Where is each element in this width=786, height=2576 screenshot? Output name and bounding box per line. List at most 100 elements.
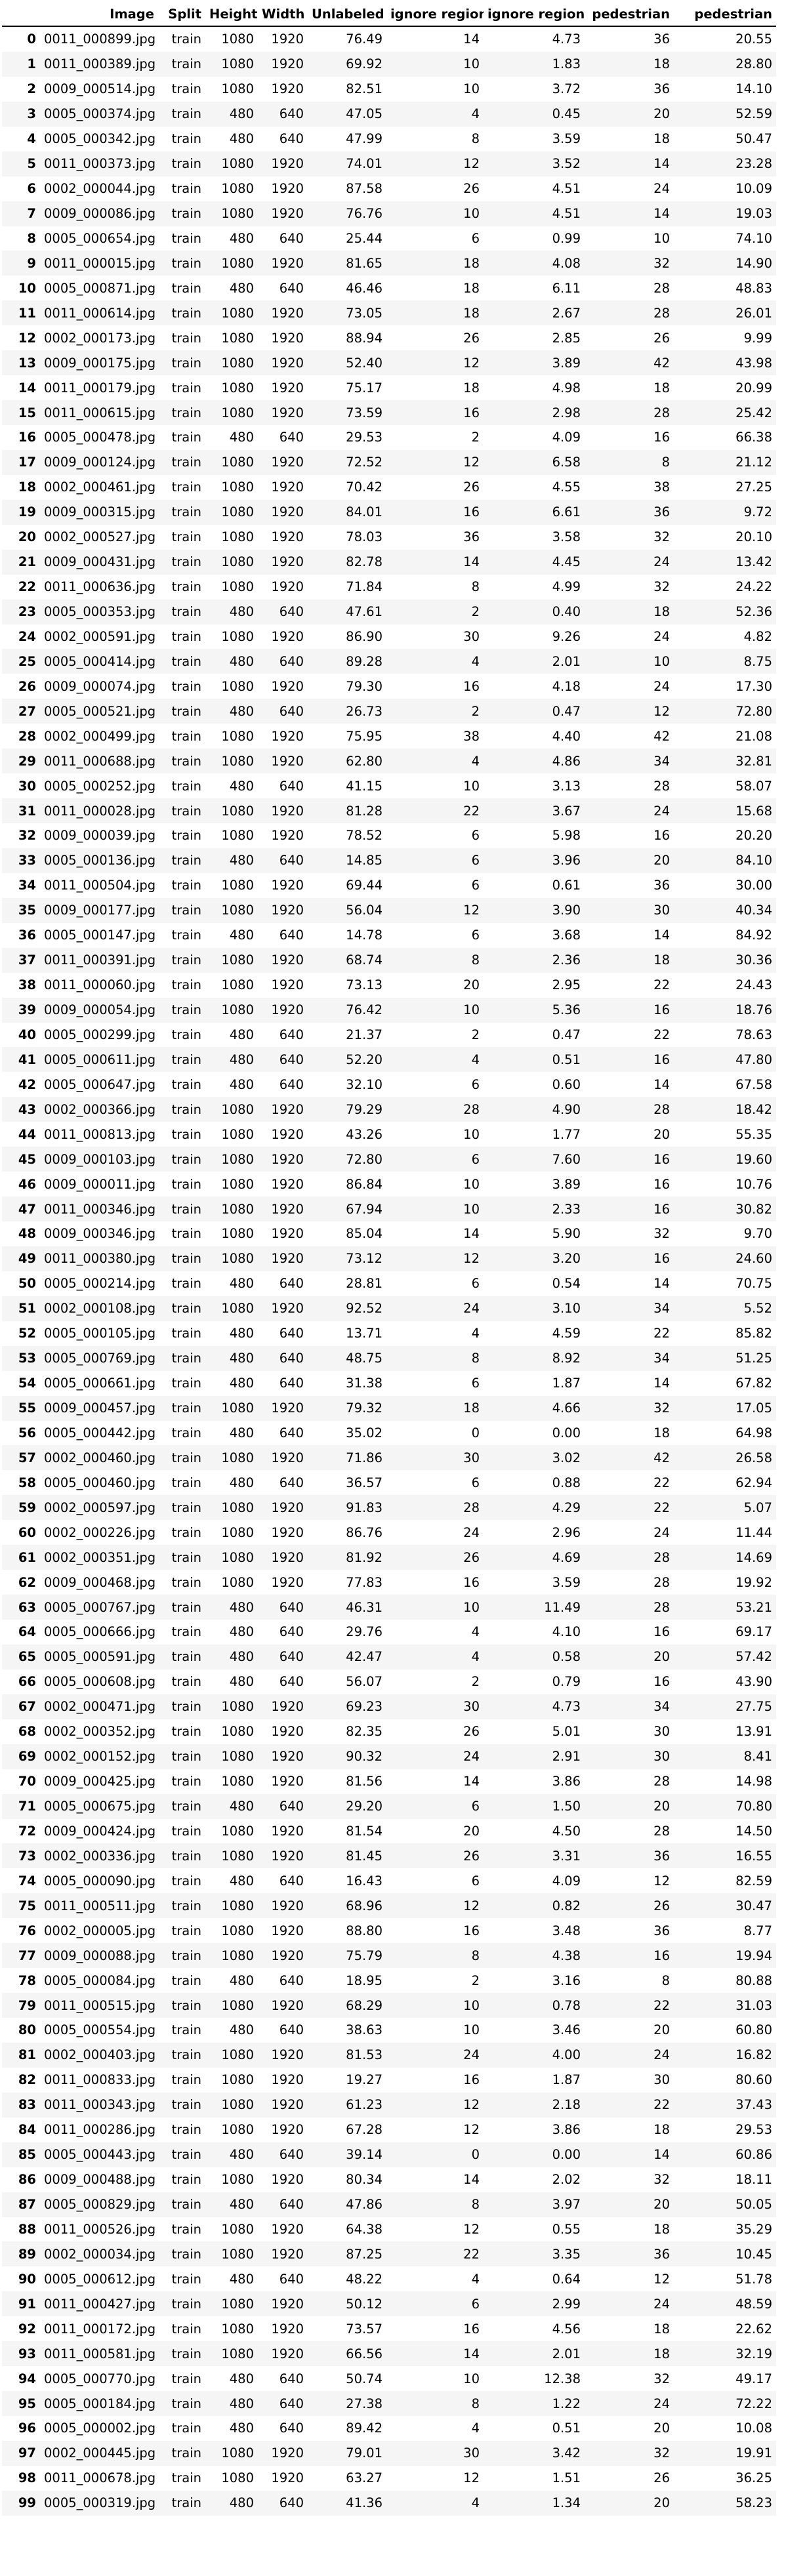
table-row: 17 0009_000124.jpg train 1080 1920 72.52 12 6.5…	[2, 449, 776, 475]
pedestrian-cell: 60.80	[674, 2018, 776, 2043]
unlabeled-cell: 81.92	[308, 1545, 386, 1570]
unlabeled-cell: 21.37	[308, 1022, 386, 1048]
pedestrian-cell: 24	[585, 2391, 674, 2416]
ignore-region-cell: 2.85	[484, 325, 585, 351]
width-cell: 1920	[258, 1246, 308, 1271]
height-cell: 1080	[205, 1918, 258, 1944]
pedestrian-cell: 49.17	[674, 2366, 776, 2392]
ignore-region-cell: 8	[386, 2192, 484, 2217]
image-cell: 0005_000554.jpg	[40, 2018, 158, 2043]
row-index: 87	[2, 2192, 40, 2217]
ignore-region-cell: 26	[386, 1843, 484, 1869]
pedestrian-cell: 31.03	[674, 1993, 776, 2018]
row-index: 68	[2, 1719, 40, 1744]
width-cell: 1920	[258, 1570, 308, 1595]
pedestrian-cell: 26	[585, 1893, 674, 1919]
row-index: 64	[2, 1620, 40, 1645]
ignore-region-cell: 3.31	[484, 1843, 585, 1869]
ignore-region-cell: 16	[386, 400, 484, 425]
ignore-region-cell: 28	[386, 1495, 484, 1521]
table-row: 92 0011_000172.jpg train 1080 1920 73.57 16 4.5…	[2, 2316, 776, 2342]
ignore-region-cell: 4.90	[484, 1097, 585, 1122]
pedestrian-cell: 14	[585, 1072, 674, 1097]
ignore-region-cell: 3.89	[484, 1172, 585, 1197]
ignore-region-cell: 10	[386, 201, 484, 226]
ignore-region-cell: 0.60	[484, 1072, 585, 1097]
ignore-region-cell: 3.97	[484, 2192, 585, 2217]
pedestrian-cell: 28	[585, 400, 674, 425]
pedestrian-cell: 5.52	[674, 1296, 776, 1321]
image-cell: 0002_000044.jpg	[40, 176, 158, 201]
pedestrian-cell: 20	[585, 1122, 674, 1147]
table-row: 73 0002_000336.jpg train 1080 1920 81.45 26 3.3…	[2, 1843, 776, 1869]
pedestrian-cell: 32	[585, 2366, 674, 2392]
pedestrian-header: pedestrian	[585, 2, 674, 27]
image-cell: 0002_000173.jpg	[40, 325, 158, 351]
image-cell: 0005_000654.jpg	[40, 226, 158, 251]
height-cell: 480	[205, 1072, 258, 1097]
pedestrian-cell: 82.59	[674, 1868, 776, 1894]
row-index: 53	[2, 1345, 40, 1371]
width-cell: 640	[258, 2192, 308, 2217]
unlabeled-cell: 68.96	[308, 1893, 386, 1919]
split-cell: train	[158, 798, 205, 823]
width-cell: 640	[258, 2391, 308, 2416]
row-index: 36	[2, 922, 40, 948]
table-row: 24 0002_000591.jpg train 1080 1920 86.90 30 9.2…	[2, 624, 776, 649]
ignore-region-cell: 1.51	[484, 2465, 585, 2491]
width-cell: 640	[258, 2366, 308, 2392]
pedestrian-cell: 14.69	[674, 1545, 776, 1570]
unlabeled-cell: 88.94	[308, 325, 386, 351]
pedestrian-cell: 32	[585, 251, 674, 276]
width-cell: 1920	[258, 997, 308, 1023]
row-index: 39	[2, 997, 40, 1023]
image-cell: 0005_000374.jpg	[40, 101, 158, 127]
image-cell: 0002_000597.jpg	[40, 1495, 158, 1521]
pedestrian-cell: 5.07	[674, 1495, 776, 1521]
ignore-region-cell: 12	[386, 1893, 484, 1919]
pedestrian-cell: 14	[585, 201, 674, 226]
table-row: 41 0005_000611.jpg train 480 640 52.20 4 0.51 16…	[2, 1047, 776, 1073]
unlabeled-cell: 86.84	[308, 1172, 386, 1197]
pedestrian-cell: 22	[585, 1993, 674, 2018]
row-index: 43	[2, 1097, 40, 1122]
row-index: 57	[2, 1445, 40, 1471]
width-cell: 1920	[258, 1893, 308, 1919]
unlabeled-cell: 64.38	[308, 2217, 386, 2242]
unlabeled-cell: 27.38	[308, 2391, 386, 2416]
pedestrian-cell: 12	[585, 2266, 674, 2292]
image-cell: 0005_000829.jpg	[40, 2192, 158, 2217]
table-row: 19 0009_000315.jpg train 1080 1920 84.01 16 6.6…	[2, 499, 776, 525]
ignore-region-cell: 16	[386, 1570, 484, 1595]
ignore-region-cell: 4	[386, 101, 484, 127]
ignore-region-cell: 0.45	[484, 101, 585, 127]
table-row: 56 0005_000442.jpg train 480 640 35.02 0 0.00 18…	[2, 1420, 776, 1446]
pedestrian-cell: 11.44	[674, 1520, 776, 1545]
table-row: 64 0005_000666.jpg train 480 640 29.76 4 4.10 16…	[2, 1620, 776, 1645]
unlabeled-cell: 71.86	[308, 1445, 386, 1471]
pedestrian-cell: 60.86	[674, 2142, 776, 2167]
ignore-region-cell: 3.59	[484, 126, 585, 152]
split-cell: train	[158, 1744, 205, 1769]
table-row: 31 0011_000028.jpg train 1080 1920 81.28 22 3.6…	[2, 798, 776, 823]
height-cell: 480	[205, 1320, 258, 1346]
table-row: 88 0011_000526.jpg train 1080 1920 64.38 12 0.5…	[2, 2217, 776, 2242]
pedestrian-cell: 18	[585, 375, 674, 401]
width-cell: 1920	[258, 2241, 308, 2267]
pedestrian-cell: 40.34	[674, 897, 776, 923]
table-row: 13 0009_000175.jpg train 1080 1920 52.40 12 3.8…	[2, 350, 776, 376]
height-cell: 480	[205, 599, 258, 624]
pedestrian-cell: 4.82	[674, 624, 776, 649]
row-index: 67	[2, 1694, 40, 1719]
image-cell: 0002_000403.jpg	[40, 2042, 158, 2068]
width-cell: 1920	[258, 624, 308, 649]
split-cell: train	[158, 897, 205, 923]
unlabeled-cell: 50.74	[308, 2366, 386, 2392]
image-cell: 0005_000353.jpg	[40, 599, 158, 624]
table-row: 54 0005_000661.jpg train 480 640 31.38 6 1.87 14…	[2, 1370, 776, 1396]
image-cell: 0002_000336.jpg	[40, 1843, 158, 1869]
ignore-region-cell: 4.73	[484, 1694, 585, 1719]
ignore-region-cell: 16	[386, 674, 484, 699]
row-index: 59	[2, 1495, 40, 1521]
ignore-region-cell: 18	[386, 251, 484, 276]
